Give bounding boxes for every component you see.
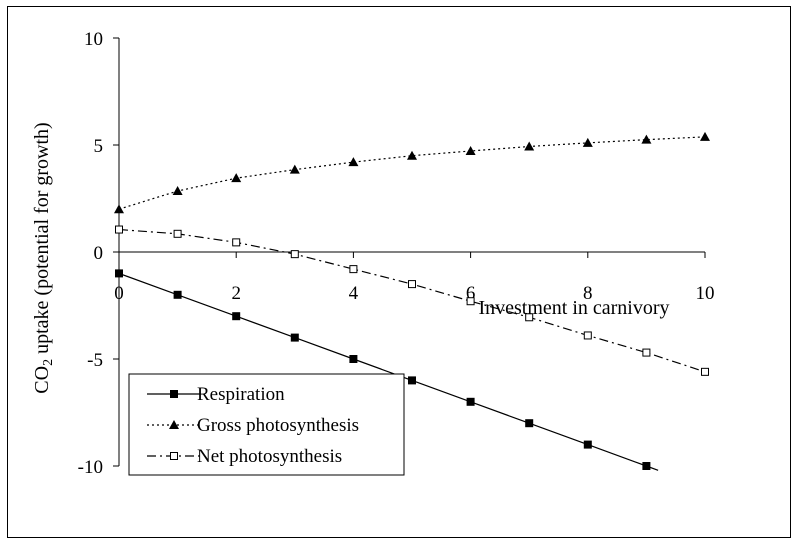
data-point [232, 312, 241, 321]
data-point [169, 420, 179, 429]
y-tick-label: 5 [94, 136, 104, 157]
legend-item: Respiration [147, 384, 285, 405]
data-point [583, 440, 592, 449]
data-point [172, 186, 183, 196]
y-tick-label: 0 [94, 243, 104, 264]
data-point [170, 452, 178, 460]
data-point [408, 280, 416, 289]
data-point [114, 204, 124, 214]
data-point [465, 145, 476, 155]
data-point [583, 331, 592, 340]
legend-label: Respiration [197, 384, 285, 405]
y-tick-label: -5 [87, 350, 103, 371]
data-point [349, 355, 358, 363]
legend: Respiration Gross photosynthesis Net photo… [128, 373, 405, 476]
data-point [173, 229, 182, 238]
data-point [466, 397, 475, 406]
axes: 10 5 0 -5 -10 0 2 4 6 8 10 [78, 29, 715, 478]
series-net-photosynthesis [115, 225, 709, 376]
y-axis-label-main: CO [31, 366, 53, 394]
data-point [115, 269, 123, 278]
legend-item: Net photosynthesis [147, 446, 342, 467]
labels-layer: Investment in carnivory CO2 uptake (pote… [31, 122, 670, 393]
x-tick-label: 10 [696, 283, 715, 304]
data-point [115, 225, 123, 234]
data-point [466, 297, 475, 306]
data-point [525, 313, 534, 322]
y-axis-label: CO2 uptake (potential for growth) [31, 122, 56, 393]
data-point [290, 333, 299, 342]
data-point [525, 419, 534, 428]
x-tick-label: 6 [466, 283, 476, 304]
data-point [289, 164, 300, 174]
y-axis-label-rest: uptake (potential for growth) [31, 122, 53, 359]
data-point [642, 462, 651, 470]
y-tick-label: -10 [78, 457, 103, 478]
data-point [524, 141, 535, 151]
legend-item: Gross photosynthesis [147, 415, 359, 436]
data-point [232, 238, 241, 247]
data-point [290, 250, 299, 259]
data-point [170, 390, 178, 398]
y-tick-label: 10 [84, 29, 103, 50]
legend-label: Gross photosynthesis [197, 415, 359, 436]
x-tick-label: 8 [583, 283, 593, 304]
data-point [641, 134, 652, 144]
data-point [700, 131, 710, 141]
series-line [118, 136, 706, 210]
series-gross-photosynthesis [114, 131, 710, 214]
data-point [642, 348, 651, 357]
data-point [349, 265, 358, 274]
data-point [701, 367, 709, 376]
x-axis-label: Investment in carnivory [478, 297, 669, 319]
data-point [231, 173, 242, 183]
x-tick-label: 2 [231, 283, 241, 304]
y-axis-label-subscript: 2 [41, 359, 56, 366]
data-point [407, 150, 417, 160]
legend-label: Net photosynthesis [197, 446, 342, 467]
x-tick-label: 4 [349, 283, 359, 304]
data-point [408, 376, 416, 385]
data-point [173, 290, 182, 299]
data-point [348, 157, 359, 167]
series-respiration [115, 269, 659, 471]
x-tick-label: 0 [114, 283, 124, 304]
series-layer [114, 131, 710, 471]
chart-frame [7, 6, 791, 538]
data-point [582, 137, 593, 147]
